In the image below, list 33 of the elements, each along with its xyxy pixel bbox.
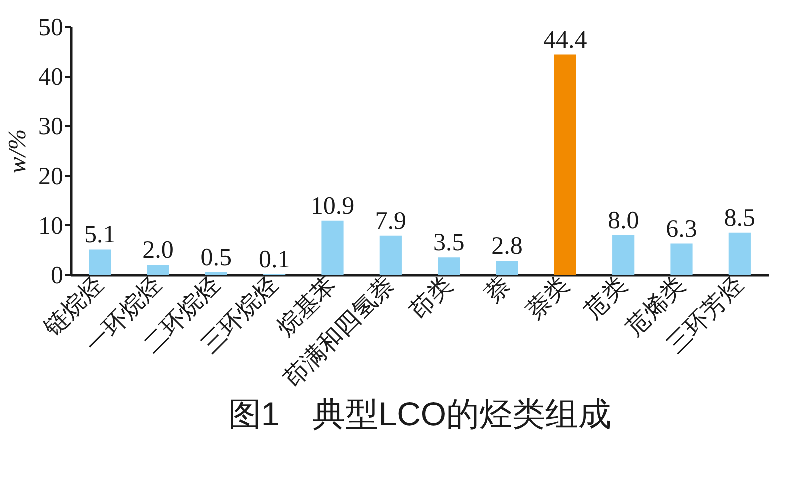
y-tick-label: 0: [51, 262, 64, 290]
data-label: 8.5: [724, 204, 756, 232]
y-tick-label: 10: [38, 212, 64, 240]
bar: [380, 236, 402, 275]
y-tick-label: 20: [38, 163, 64, 190]
data-label: 2.0: [142, 237, 174, 264]
data-label: 0.5: [200, 244, 232, 272]
data-label: 2.8: [492, 233, 523, 260]
data-label: 10.9: [310, 192, 355, 220]
data-label: 8.0: [608, 207, 640, 234]
text: 图1 典型LCO的烃类组成: [228, 395, 612, 432]
bar: [554, 54, 576, 275]
y-axis-title: w/%: [4, 129, 32, 174]
bar: [496, 261, 518, 275]
y-tick-label: 50: [38, 14, 64, 42]
y-tick-label: 40: [38, 64, 64, 92]
x-tick-label: 萘: [481, 272, 516, 308]
x-tick-label: 萘类: [522, 272, 575, 325]
x-tick-label: 茚类: [406, 272, 458, 325]
data-label: 3.5: [433, 230, 465, 257]
bar: [728, 232, 751, 275]
data-label: 5.1: [84, 222, 116, 249]
data-label: 0.1: [258, 246, 290, 274]
data-label: 44.4: [544, 26, 588, 54]
y-tick-label: 30: [38, 114, 64, 141]
bar: [322, 220, 344, 275]
bar: [147, 265, 170, 275]
data-label: 7.9: [375, 208, 407, 235]
bar: [670, 244, 693, 275]
bar: [438, 258, 460, 275]
data-label: 6.3: [666, 216, 698, 243]
bar: [89, 250, 112, 275]
bar: [612, 235, 635, 275]
